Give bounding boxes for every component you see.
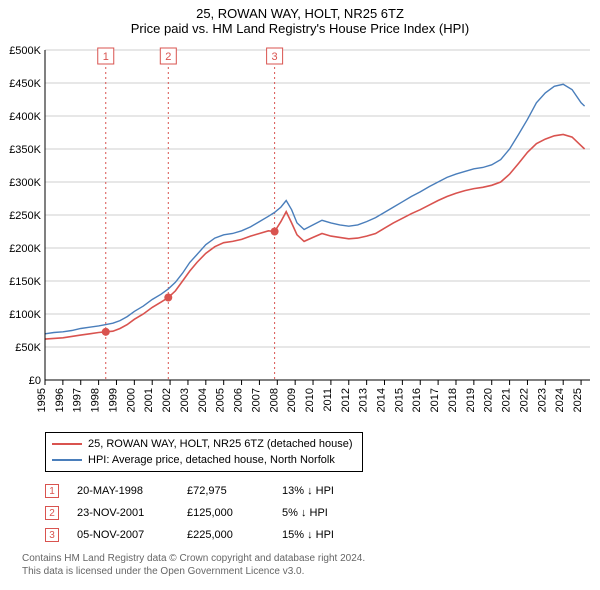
- x-tick-label: 1995: [36, 388, 48, 412]
- event-marker-number: 3: [272, 51, 278, 63]
- x-tick-label: 1996: [54, 388, 66, 412]
- event-price: £225,000: [187, 529, 282, 541]
- line-chart-svg: £0 £50K £100K £150K £200K £250K £300K £350K £400…: [0, 36, 600, 426]
- x-tick-label: 2008: [268, 388, 280, 412]
- chart-area: £0 £50K £100K £150K £200K £250K £300K £350K £400…: [0, 36, 600, 426]
- legend-row-price-paid: 25, ROWAN WAY, HOLT, NR25 6TZ (detached …: [52, 436, 356, 452]
- x-tick-label: 2000: [125, 388, 137, 412]
- y-tick-label: £250K: [9, 210, 41, 222]
- x-tick-label: 2002: [161, 388, 173, 412]
- event-hpi-delta: 5% ↓ HPI: [282, 507, 392, 519]
- x-tick-label: 2022: [518, 388, 530, 412]
- event-price: £72,975: [187, 485, 282, 497]
- y-tick-label: £0: [29, 375, 41, 387]
- event-hpi-delta: 15% ↓ HPI: [282, 529, 392, 541]
- legend-box: 25, ROWAN WAY, HOLT, NR25 6TZ (detached …: [45, 432, 363, 472]
- footer-attribution: Contains HM Land Registry data © Crown c…: [22, 552, 600, 578]
- y-tick-label: £450K: [9, 78, 41, 90]
- x-tick-label: 2010: [304, 388, 316, 412]
- x-tick-label: 2020: [483, 388, 495, 412]
- x-tick-label: 2021: [501, 388, 513, 412]
- x-tick-label: 1998: [90, 388, 102, 412]
- x-tick-label: 2015: [393, 388, 405, 412]
- x-tick-label: 2023: [536, 388, 548, 412]
- series-price_paid: [45, 135, 585, 340]
- x-tick-label: 1997: [72, 388, 84, 412]
- event-date: 05-NOV-2007: [77, 529, 187, 541]
- x-tick-label: 2005: [215, 388, 227, 412]
- y-tick-label: £400K: [9, 111, 41, 123]
- x-tick-label: 2004: [197, 388, 209, 412]
- event-row: 1 20-MAY-1998£72,97513% ↓ HPI: [45, 480, 600, 502]
- legend-swatch-hpi: [52, 459, 82, 461]
- x-tick-label: 2011: [322, 388, 334, 412]
- y-tick-label: £100K: [9, 309, 41, 321]
- x-tick-label: 2001: [143, 388, 155, 412]
- x-tick-label: 2007: [250, 388, 262, 412]
- y-tick-label: £200K: [9, 243, 41, 255]
- event-marker-number: 1: [103, 51, 109, 63]
- event-row: 3 05-NOV-2007£225,00015% ↓ HPI: [45, 524, 600, 546]
- event-price: £125,000: [187, 507, 282, 519]
- x-tick-label: 2012: [340, 388, 352, 412]
- x-tick-label: 2017: [429, 388, 441, 412]
- legend-row-hpi: HPI: Average price, detached house, Nort…: [52, 452, 356, 468]
- event-row: 2 23-NOV-2001£125,0005% ↓ HPI: [45, 502, 600, 524]
- x-tick-label: 2013: [358, 388, 370, 412]
- x-tick-label: 2019: [465, 388, 477, 412]
- event-date: 23-NOV-2001: [77, 507, 187, 519]
- y-tick-label: £350K: [9, 144, 41, 156]
- y-tick-label: £500K: [9, 45, 41, 57]
- legend-swatch-price-paid: [52, 443, 82, 445]
- footer-line2: This data is licensed under the Open Gov…: [22, 565, 600, 578]
- chart-title-line2: Price paid vs. HM Land Registry's House …: [0, 21, 600, 36]
- x-tick-label: 2018: [447, 388, 459, 412]
- event-marker-icon: 2: [45, 506, 59, 520]
- x-tick-label: 2003: [179, 388, 191, 412]
- y-tick-label: £300K: [9, 177, 41, 189]
- x-tick-label: 2006: [233, 388, 245, 412]
- event-hpi-delta: 13% ↓ HPI: [282, 485, 392, 497]
- y-tick-label: £150K: [9, 276, 41, 288]
- chart-title-block: 25, ROWAN WAY, HOLT, NR25 6TZ Price paid…: [0, 0, 600, 36]
- chart-title-line1: 25, ROWAN WAY, HOLT, NR25 6TZ: [0, 6, 600, 21]
- x-tick-label: 2014: [376, 388, 388, 412]
- legend-label-price-paid: 25, ROWAN WAY, HOLT, NR25 6TZ (detached …: [88, 438, 353, 450]
- x-tick-label: 2016: [411, 388, 423, 412]
- x-tick-label: 1999: [107, 388, 119, 412]
- event-marker-icon: 1: [45, 484, 59, 498]
- x-tick-label: 2024: [554, 388, 566, 412]
- event-marker-number: 2: [165, 51, 171, 63]
- x-tick-label: 2009: [286, 388, 298, 412]
- event-marker-icon: 3: [45, 528, 59, 542]
- events-table: 1 20-MAY-1998£72,97513% ↓ HPI 2 23-NOV-2001…: [45, 480, 600, 546]
- y-tick-label: £50K: [15, 342, 41, 354]
- legend-label-hpi: HPI: Average price, detached house, Nort…: [88, 454, 335, 466]
- footer-line1: Contains HM Land Registry data © Crown c…: [22, 552, 600, 565]
- event-date: 20-MAY-1998: [77, 485, 187, 497]
- series-hpi: [45, 84, 585, 333]
- x-tick-label: 2025: [572, 388, 584, 412]
